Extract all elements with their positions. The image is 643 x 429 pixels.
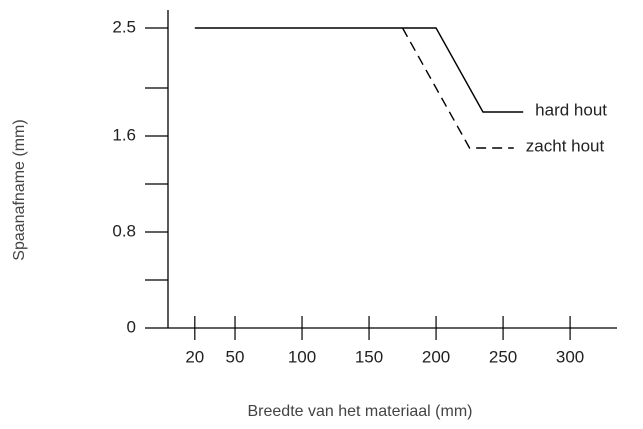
legend-label: zacht hout <box>526 136 605 155</box>
x-tick-label: 200 <box>422 347 450 366</box>
x-tick-label: 20 <box>185 347 204 366</box>
y-axis-title: Spaanafname (mm) <box>11 119 28 260</box>
y-tick-label: 0 <box>127 317 136 336</box>
y-tick-label: 1.6 <box>112 125 136 144</box>
x-axis-title: Breedte van het materiaal (mm) <box>248 403 473 420</box>
y-tick-label: 0.8 <box>112 221 136 240</box>
series-line <box>401 27 514 149</box>
x-tick-label: 300 <box>556 347 584 366</box>
x-tick-label: 50 <box>226 347 245 366</box>
x-tick-label: 150 <box>355 347 383 366</box>
x-tick-label: 100 <box>288 347 316 366</box>
series-line <box>194 27 524 113</box>
x-tick-label: 250 <box>489 347 517 366</box>
y-tick-label: 2.5 <box>112 17 136 36</box>
legend-label: hard hout <box>535 100 607 119</box>
